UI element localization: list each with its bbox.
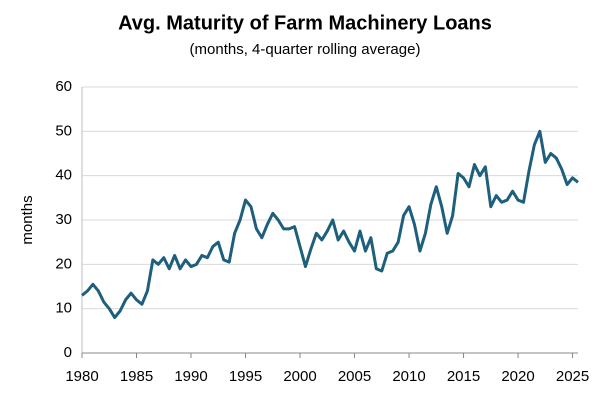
y-tick-label: 20 [55,255,72,272]
x-tick-label: 1990 [174,368,207,385]
y-tick-label: 60 [55,78,72,95]
x-tick-label: 2005 [338,368,371,385]
y-tick-label: 0 [64,344,72,361]
y-tick-label: 10 [55,300,72,317]
y-tick-label: 30 [55,211,72,228]
y-tick-label: 40 [55,167,72,184]
x-tick-label: 2025 [556,368,589,385]
x-tick-label: 1995 [229,368,262,385]
x-tick-label: 2010 [392,368,425,385]
x-tick-label: 2015 [447,368,480,385]
y-axis-label: months [19,195,36,244]
chart-title: Avg. Maturity of Farm Machinery Loans [118,12,492,34]
data-line [81,129,579,320]
y-tick-label: 50 [55,122,72,139]
x-tick-label: 2020 [501,368,534,385]
x-tick-label: 2000 [283,368,316,385]
x-tick-label: 1985 [120,368,153,385]
x-tick-label: 1980 [65,368,98,385]
chart-subtitle: (months, 4-quarter rolling average) [190,41,421,58]
